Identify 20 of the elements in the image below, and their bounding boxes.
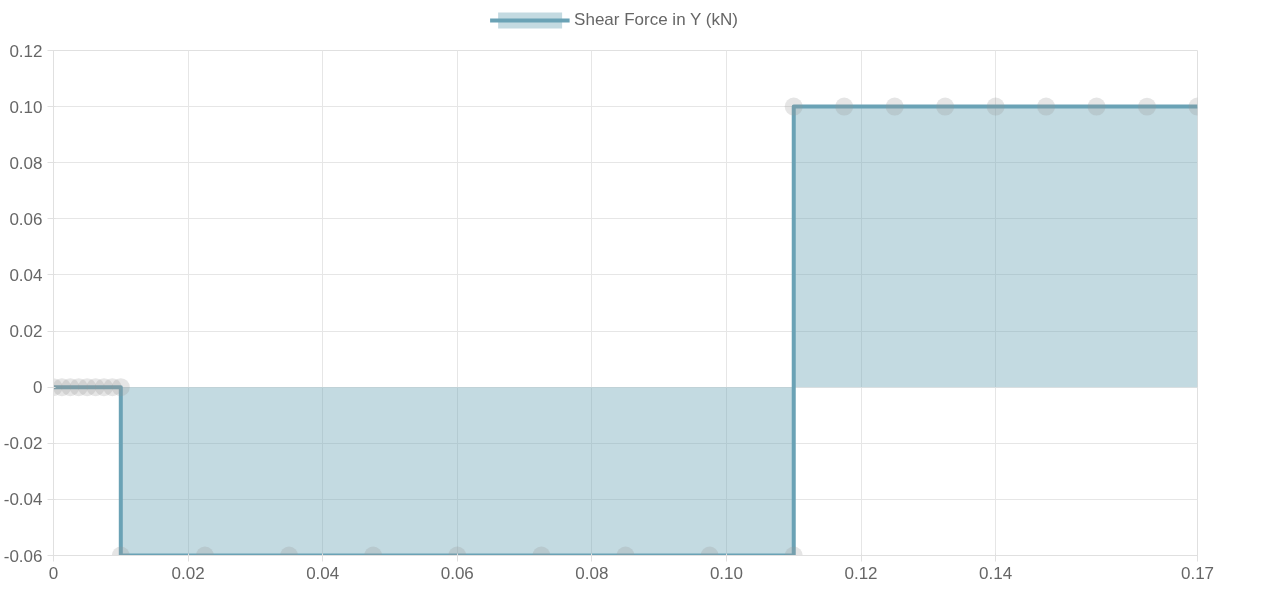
x-tick-label: 0.10: [709, 563, 743, 583]
y-tick-label: 0.12: [9, 41, 43, 61]
x-tick-label: 0.14: [979, 563, 1013, 583]
x-tick-label: 0.06: [440, 563, 474, 583]
y-tick-label: 0.02: [9, 322, 43, 342]
x-tick-label: 0.02: [171, 563, 205, 583]
x-tick-label: 0.17: [1180, 563, 1215, 583]
y-tick-label: -0.04: [3, 490, 43, 510]
x-tick-label: 0.04: [306, 563, 340, 583]
x-tick-label: 0: [48, 563, 59, 583]
y-tick-label: -0.06: [3, 546, 43, 566]
y-tick-label: 0.08: [9, 153, 43, 173]
x-tick-label: 0.08: [575, 563, 609, 583]
x-tick-label: 0.12: [844, 563, 878, 583]
y-tick-label: 0: [33, 378, 43, 398]
y-tick-label: -0.02: [3, 434, 43, 454]
y-tick-label: 0.06: [9, 209, 43, 229]
y-tick-label: 0.10: [9, 97, 43, 117]
y-tick-label: 0.04: [9, 265, 43, 285]
legend-label: Shear Force in Y (kN): [574, 10, 738, 30]
